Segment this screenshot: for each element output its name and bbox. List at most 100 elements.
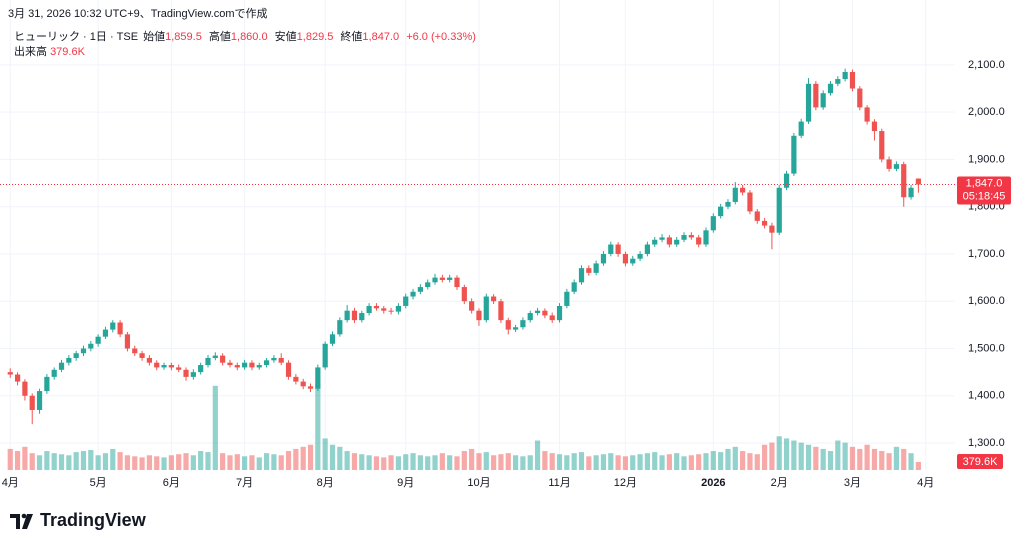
candle-body <box>271 357 277 361</box>
candle-body <box>593 263 599 273</box>
volume-bar <box>688 455 694 470</box>
candle-body <box>754 211 760 221</box>
volume-bar <box>908 453 914 470</box>
volume-bar <box>783 438 790 470</box>
candle-body <box>666 237 672 245</box>
volume-bar <box>359 454 365 470</box>
candle-body <box>534 310 541 314</box>
volume-bar <box>271 454 277 470</box>
volume-bar <box>849 446 856 470</box>
volume-bar <box>769 442 775 470</box>
price-tag <box>957 176 1011 205</box>
candle-body <box>842 71 848 80</box>
candle-body <box>600 253 607 264</box>
candle-body <box>146 357 153 363</box>
volume-bar <box>300 446 306 470</box>
candle-body <box>322 343 328 368</box>
candle-body <box>139 353 145 358</box>
volume-bar <box>278 455 284 470</box>
volume-bar <box>615 455 621 470</box>
volume-bar <box>117 452 123 470</box>
candle-body <box>512 327 519 330</box>
volume-bar <box>776 436 782 470</box>
volume-bar <box>66 455 72 470</box>
volume-bar <box>220 453 226 470</box>
candle-body <box>740 187 746 193</box>
candle-body <box>718 206 724 217</box>
y-tick-label: 1,500.0 <box>968 342 1005 354</box>
volume-bar <box>124 455 131 470</box>
open-label: 始値 <box>143 31 166 43</box>
volume-bar <box>410 453 416 470</box>
candle-body <box>14 374 21 382</box>
candle-body <box>205 357 211 366</box>
volume-bar <box>556 454 563 470</box>
brand: TradingView <box>40 510 147 530</box>
candle-body <box>293 376 299 382</box>
candle-body <box>688 235 694 238</box>
x-tick-label: 2月 <box>771 477 788 489</box>
candle-body <box>578 268 585 283</box>
volume-bar <box>337 446 343 470</box>
candle-body <box>256 365 262 368</box>
volume-bar <box>373 456 380 470</box>
candle-body <box>403 296 409 306</box>
x-tick-label: 5月 <box>90 477 107 489</box>
close-label: 終値 <box>340 31 363 43</box>
volume-bar <box>549 453 555 470</box>
candle-body <box>571 282 577 292</box>
candle-body <box>66 357 72 363</box>
volume-bar <box>425 456 431 470</box>
candle-body <box>58 362 65 370</box>
volume-bar <box>36 455 43 470</box>
legend-row: ヒューリック · 1日 · TSE 始値1,859.5 高値1,860.0 安値… <box>14 30 480 45</box>
volume-bar <box>725 448 731 470</box>
volume-bar <box>483 452 489 470</box>
volume-bar <box>718 452 724 470</box>
candle-body <box>520 320 526 328</box>
candle-body <box>908 187 914 198</box>
candle-body <box>747 192 753 212</box>
volume-bar <box>132 456 138 470</box>
candle-body <box>220 355 226 363</box>
volume-bar <box>432 455 438 470</box>
candle-body <box>498 301 504 321</box>
volume-bar <box>461 451 467 470</box>
low-label: 安値 <box>274 31 297 43</box>
candle-body <box>234 365 240 368</box>
candle-body <box>461 287 467 302</box>
candle-body <box>586 268 592 273</box>
candle-body <box>88 343 94 349</box>
logo: TradingView <box>10 510 147 530</box>
candle-body <box>425 282 431 288</box>
candle-body <box>644 244 651 254</box>
volume-bar <box>703 453 709 470</box>
volume-bar <box>29 453 35 470</box>
volume-bar <box>600 454 607 470</box>
volume-bar <box>454 456 460 470</box>
candle-body <box>564 291 570 306</box>
volume-bar <box>893 446 900 470</box>
volume-bar <box>315 383 321 470</box>
volume-bar <box>351 453 358 470</box>
volume-bar <box>44 451 50 470</box>
logo-slash <box>22 514 33 529</box>
candle-body <box>901 164 907 198</box>
x-tick-label: 12月 <box>614 477 637 489</box>
candle-body <box>263 360 270 366</box>
volume-bar <box>608 453 614 470</box>
close-value: 1,847.0 <box>362 31 400 43</box>
volume-bar <box>586 456 592 470</box>
volume-bar <box>820 448 826 470</box>
volume-bar <box>622 456 629 470</box>
candle-body <box>432 277 438 283</box>
candle-body <box>117 322 123 335</box>
candle-body <box>337 320 343 335</box>
volume-bar <box>73 452 79 470</box>
volume-bar <box>879 451 885 470</box>
candle-body <box>776 187 782 233</box>
volume-bar <box>190 455 196 470</box>
volume-bar <box>512 455 519 470</box>
volume-bar <box>542 451 548 470</box>
